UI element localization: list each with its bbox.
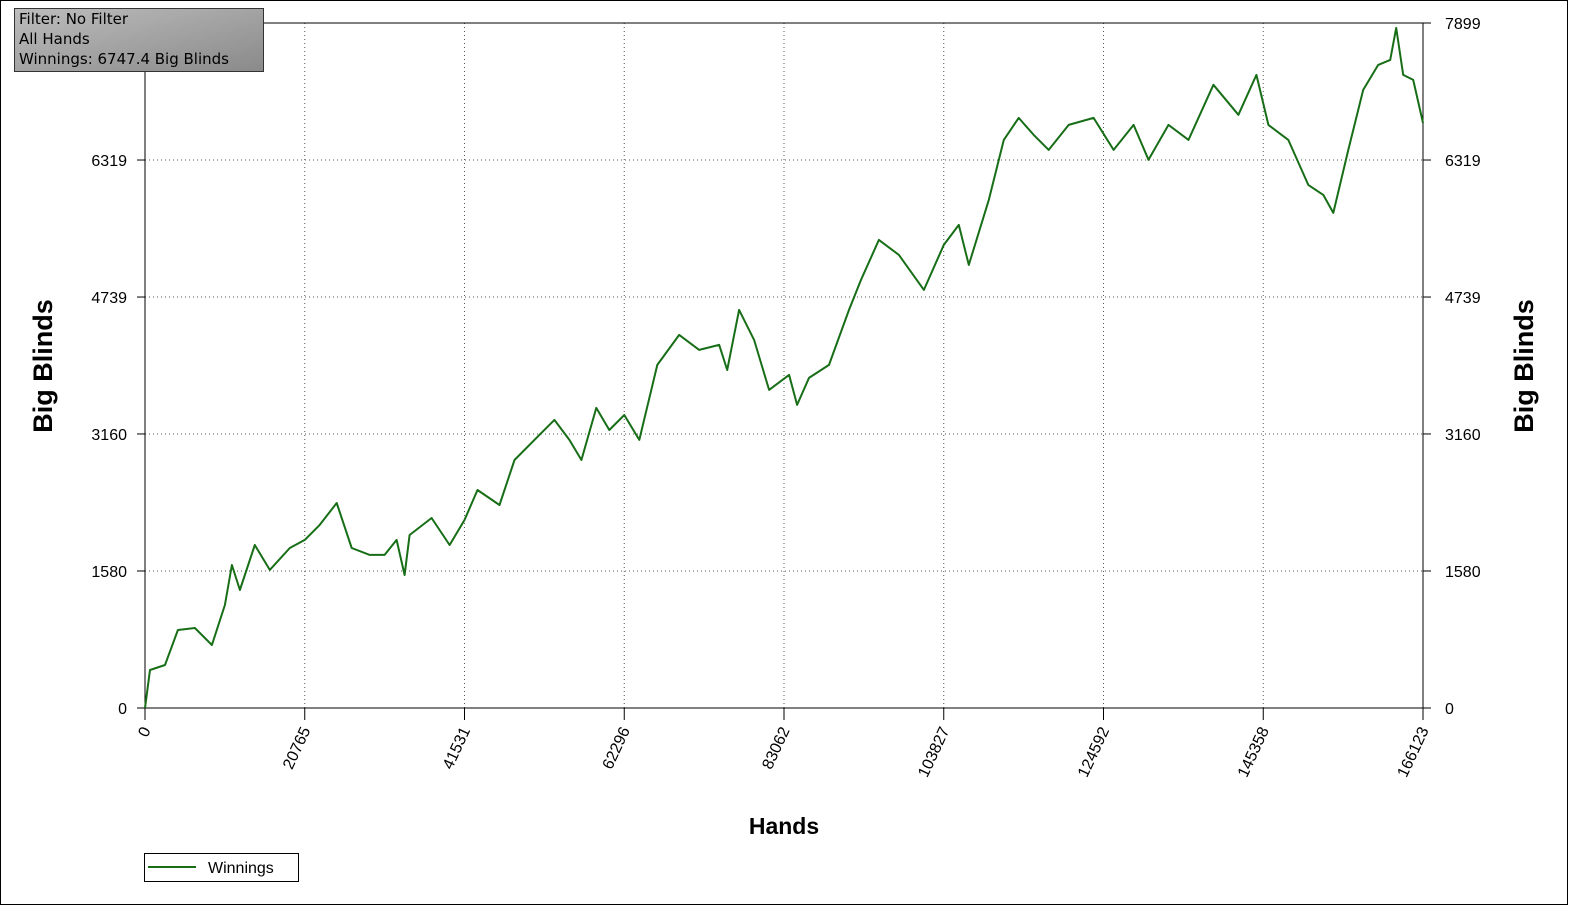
plot-area: 0015801580316031604739473963196319789978… <box>91 16 1480 780</box>
y2-tick-label: 3160 <box>1445 427 1481 444</box>
y-tick-label: 3160 <box>91 427 127 444</box>
info-line: Filter: No Filter <box>19 10 129 28</box>
y2-tick-label: 0 <box>1445 701 1454 718</box>
legend-label: Winnings <box>208 860 274 877</box>
legend: Winnings <box>144 853 299 882</box>
info-box: Filter: No Filter All Hands Winnings: 67… <box>14 8 264 72</box>
info-line: Winnings: 6747.4 Big Blinds <box>19 50 229 68</box>
x-axis-title: Hands <box>749 813 819 839</box>
y-tick-label: 0 <box>118 701 127 718</box>
y2-tick-label: 7899 <box>1445 16 1481 33</box>
frame <box>0 0 1568 905</box>
axis-frame <box>144 22 1424 709</box>
y2-tick-label: 4739 <box>1445 290 1481 307</box>
series-line <box>144 26 1424 709</box>
info-background <box>14 8 264 72</box>
y2-tick-label: 6319 <box>1445 153 1481 170</box>
y-axis-title: Big Blinds <box>28 299 58 433</box>
y-tick-label: 4739 <box>91 290 127 307</box>
y-tick-label: 1580 <box>91 564 127 581</box>
y-tick-label: 6319 <box>91 153 127 170</box>
y2-axis-title: Big Blinds <box>1509 299 1539 433</box>
info-line: All Hands <box>19 30 90 48</box>
y2-tick-label: 1580 <box>1445 564 1481 581</box>
